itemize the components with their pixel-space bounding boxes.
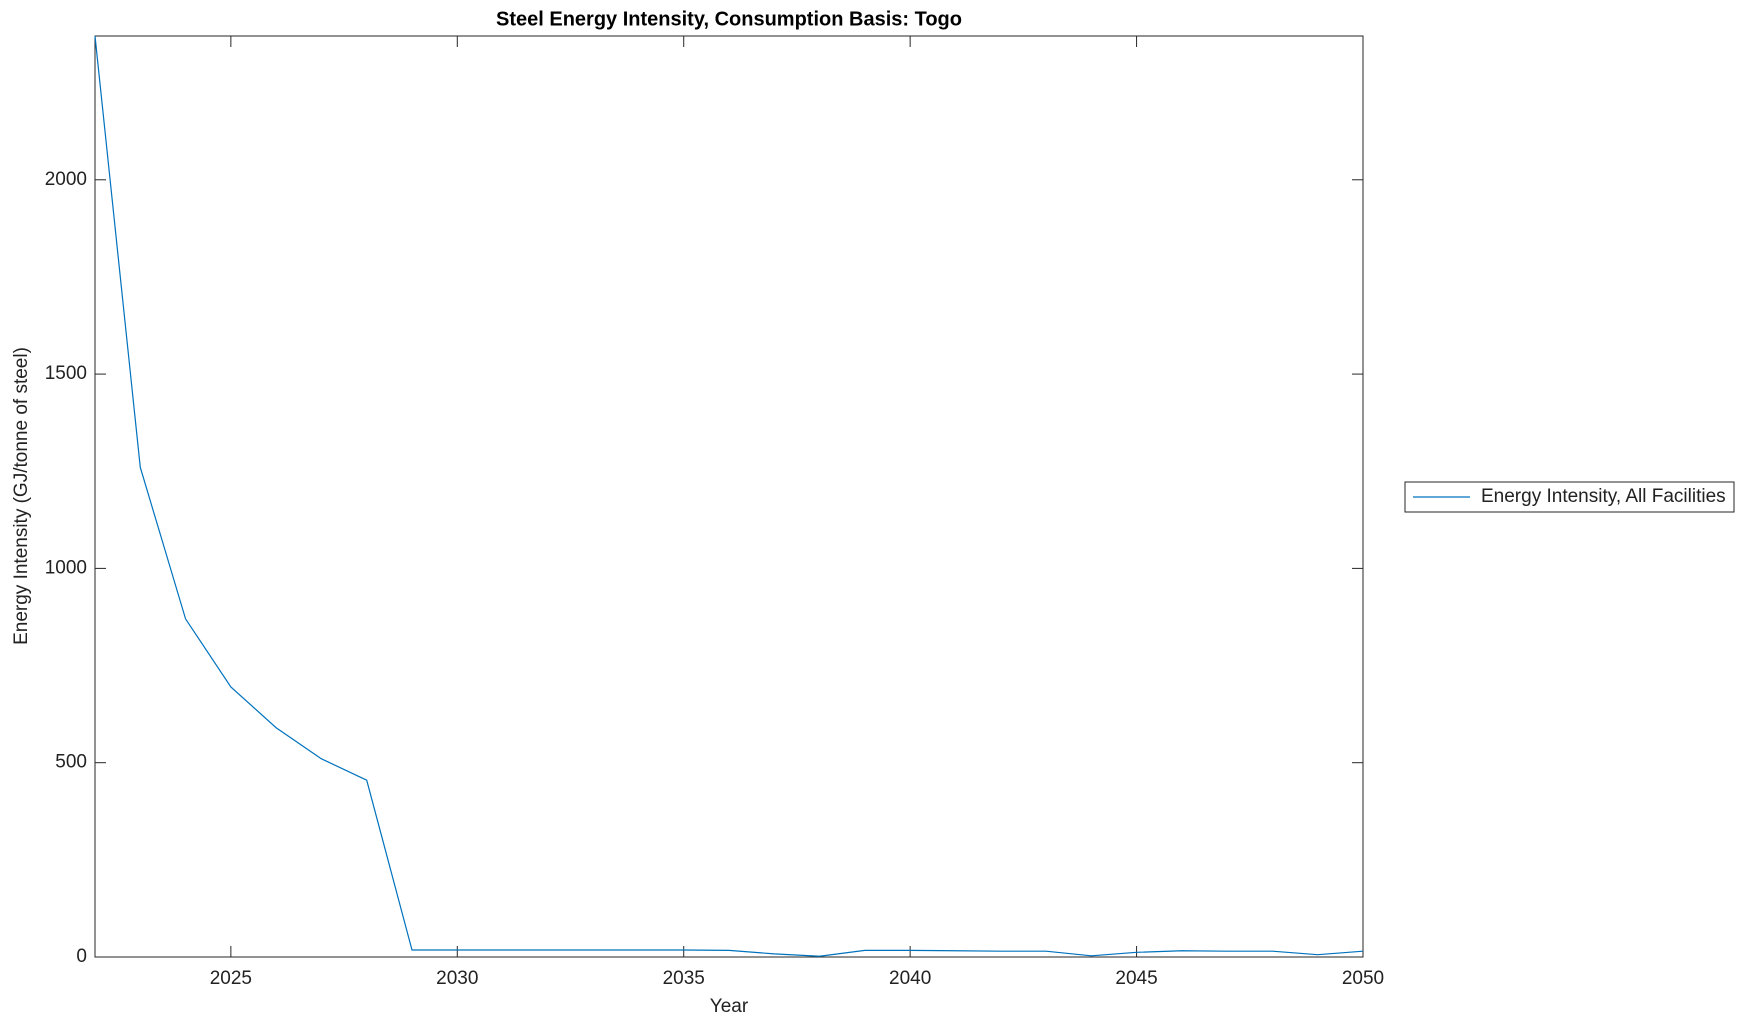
y-tick-label: 2000 bbox=[45, 169, 87, 190]
x-tick-label: 2025 bbox=[210, 968, 252, 989]
x-tick-label: 2050 bbox=[1342, 968, 1384, 989]
data-line bbox=[94, 35, 1364, 957]
y-tick-label: 0 bbox=[76, 946, 87, 967]
y-tick-label: 1000 bbox=[45, 557, 87, 578]
x-tick-label: 2035 bbox=[663, 968, 705, 989]
y-tick-label: 500 bbox=[55, 752, 87, 773]
legend-box bbox=[1404, 481, 1735, 513]
y-axis-label: Energy Intensity (GJ/tonne of steel) bbox=[11, 347, 32, 645]
legend-label: Energy Intensity, All Facilities bbox=[1481, 486, 1726, 507]
x-tick-label: 2045 bbox=[1115, 968, 1157, 989]
x-tick-label: 2040 bbox=[889, 968, 931, 989]
x-tick-label: 2030 bbox=[436, 968, 478, 989]
chart-title: Steel Energy Intensity, Consumption Basi… bbox=[496, 8, 962, 30]
x-axis-label: Year bbox=[710, 996, 749, 1017]
plot-box bbox=[94, 35, 1364, 958]
y-tick-label: 1500 bbox=[45, 363, 87, 384]
